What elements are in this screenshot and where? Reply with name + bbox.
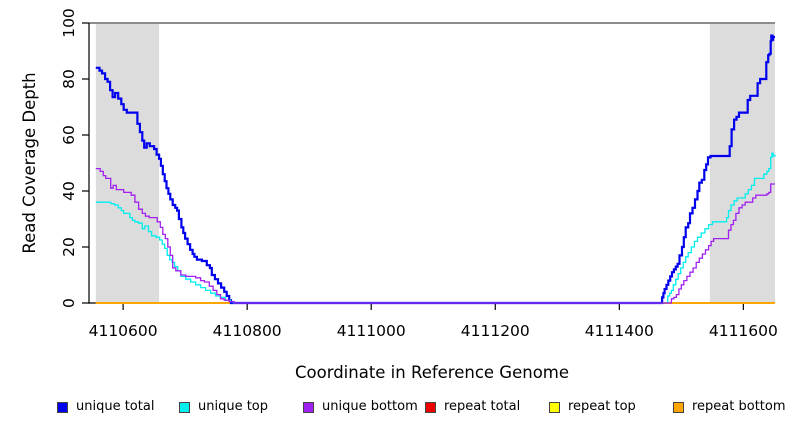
- plot-legend: unique total unique top unique bottom re…: [0, 397, 792, 421]
- legend-label: repeat top: [568, 399, 636, 414]
- x-tick-label: 4111000: [337, 322, 406, 340]
- y-tick-label: 0: [60, 298, 78, 308]
- coverage-plot: 4110600 4110800 4111000 4111200 4111400 41116…: [20, 8, 778, 382]
- series-line-unique-top: [95, 152, 776, 304]
- x-tick-label: 4110600: [89, 322, 158, 340]
- x-tick-label: 4111200: [461, 322, 530, 340]
- legend-label: unique bottom: [322, 399, 418, 414]
- x-axis-title: Coordinate in Reference Genome: [295, 363, 569, 382]
- y-tick-label: 100: [60, 8, 78, 38]
- legend-item-repeat-bottom: repeat bottom: [673, 397, 786, 417]
- repeat-bottom-swatch-icon: [673, 401, 684, 413]
- repeat-top-swatch-icon: [549, 401, 560, 413]
- legend-item-unique-top: unique top: [179, 397, 268, 417]
- shaded-region-left: [95, 23, 160, 303]
- legend-item-unique-bottom: unique bottom: [303, 397, 418, 417]
- series-line-unique-total: [95, 34, 775, 305]
- legend-label: repeat bottom: [692, 399, 786, 414]
- legend-label: unique total: [76, 399, 155, 414]
- unique-top-swatch-icon: [179, 401, 190, 413]
- y-tick-label: 20: [60, 237, 78, 257]
- shaded-region-right: [709, 23, 775, 303]
- y-tick-label: 60: [60, 125, 78, 145]
- x-tick-label: 4111400: [585, 322, 654, 340]
- x-tick-label: 4110800: [213, 322, 282, 340]
- repeat-total-swatch-icon: [425, 401, 436, 413]
- legend-item-repeat-total: repeat total: [425, 397, 520, 417]
- y-axis-title: Read Coverage Depth: [20, 72, 39, 253]
- x-tick-label: 4111600: [709, 322, 778, 340]
- legend-item-repeat-top: repeat top: [549, 397, 636, 417]
- unique-bottom-swatch-icon: [303, 401, 314, 413]
- legend-item-unique-total: unique total: [57, 397, 154, 417]
- legend-label: repeat total: [444, 399, 521, 414]
- series-line-unique-bottom: [95, 167, 775, 304]
- unique-total-swatch-icon: [57, 401, 68, 413]
- y-tick-label: 40: [60, 181, 78, 201]
- y-tick-label: 80: [60, 69, 78, 89]
- legend-label: unique top: [198, 399, 269, 414]
